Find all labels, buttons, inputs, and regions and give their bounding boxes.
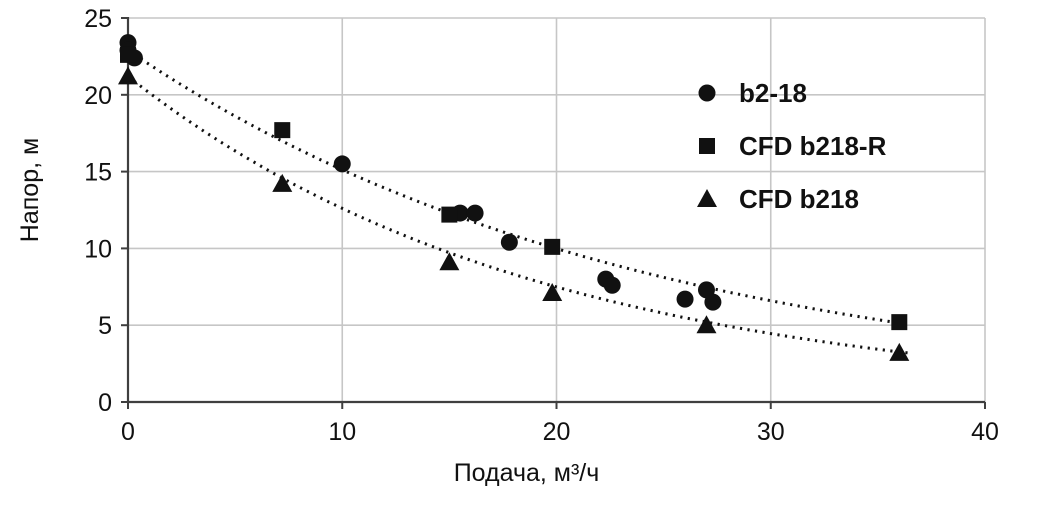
legend-item: b2-18 <box>698 78 807 108</box>
y-tick-label: 10 <box>84 235 112 263</box>
series-cfd-b218-r <box>120 46 908 331</box>
series-cfd-b218 <box>118 66 910 361</box>
square-marker <box>120 46 136 63</box>
y-tick-label: 25 <box>84 5 112 33</box>
square-marker <box>544 238 561 255</box>
square-marker <box>891 314 908 331</box>
legend-square-icon <box>699 138 715 154</box>
x-tick-label: 20 <box>543 418 571 446</box>
x-tick-label: 10 <box>328 418 356 446</box>
square-marker <box>441 206 458 223</box>
legend-item: CFD b218 <box>697 184 859 214</box>
triangle-marker <box>272 173 293 192</box>
y-tick-label: 5 <box>98 312 112 340</box>
x-tick-label: 40 <box>971 418 999 446</box>
y-tick-label: 15 <box>84 159 112 187</box>
circle-marker <box>603 276 621 294</box>
legend-item: CFD b218-R <box>699 131 887 161</box>
y-tick-label: 20 <box>84 82 112 110</box>
circle-marker <box>500 233 518 251</box>
legend: b2-18 CFD b218-R CFD b218 <box>697 78 887 214</box>
triangle-marker <box>542 282 563 301</box>
circle-marker <box>333 155 351 173</box>
x-tick-label: 30 <box>757 418 785 446</box>
triangle-marker <box>696 315 717 334</box>
y-axis-title: Напор, м <box>16 138 44 242</box>
legend-label: CFD b218 <box>739 184 859 214</box>
trendline-dotted <box>127 49 909 326</box>
circle-marker <box>704 293 722 311</box>
legend-label: b2-18 <box>739 78 807 108</box>
triangle-marker <box>439 252 460 271</box>
y-tick-label: 0 <box>98 389 112 417</box>
trendline-dotted <box>127 75 909 355</box>
triangle-marker <box>889 342 910 361</box>
triangle-marker <box>118 66 138 85</box>
circle-marker <box>466 204 484 222</box>
square-marker <box>274 122 291 139</box>
legend-circle-icon <box>698 84 716 102</box>
circle-marker <box>676 290 694 308</box>
legend-label: CFD b218-R <box>739 131 887 161</box>
legend-triangle-icon <box>697 189 717 207</box>
x-tick-label: 0 <box>121 418 135 446</box>
x-axis-title: Подача, м³/ч <box>454 459 600 487</box>
